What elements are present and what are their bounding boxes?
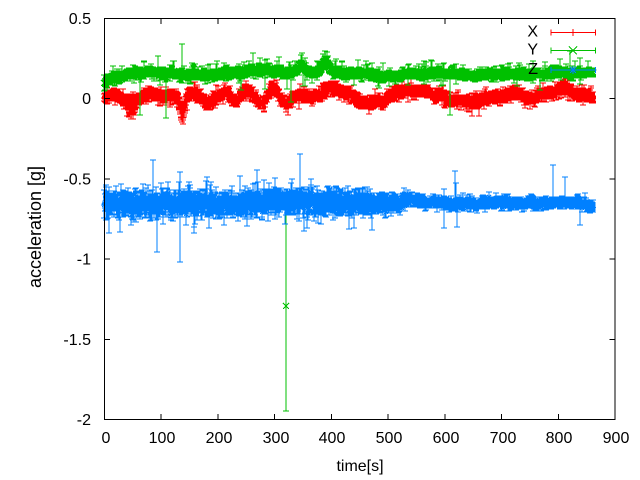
svg-text:0: 0 — [82, 91, 91, 108]
svg-text:Z: Z — [528, 61, 538, 78]
svg-text:-1.5: -1.5 — [63, 332, 91, 349]
svg-text:700: 700 — [490, 430, 517, 447]
svg-text:200: 200 — [206, 430, 233, 447]
svg-text:X: X — [527, 24, 538, 41]
svg-text:-0.5: -0.5 — [63, 171, 91, 188]
svg-text:0.5: 0.5 — [69, 11, 91, 28]
svg-text:600: 600 — [433, 430, 460, 447]
svg-text:300: 300 — [263, 430, 290, 447]
svg-text:100: 100 — [149, 430, 176, 447]
svg-text:acceleration [g]: acceleration [g] — [25, 166, 45, 288]
svg-text:-2: -2 — [77, 412, 91, 429]
svg-text:0: 0 — [102, 430, 111, 447]
svg-text:900: 900 — [603, 430, 630, 447]
svg-text:Y: Y — [527, 42, 538, 59]
svg-text:-1: -1 — [77, 252, 91, 269]
svg-text:400: 400 — [319, 430, 346, 447]
svg-text:800: 800 — [546, 430, 573, 447]
svg-text:time[s]: time[s] — [336, 458, 383, 475]
svg-text:500: 500 — [376, 430, 403, 447]
